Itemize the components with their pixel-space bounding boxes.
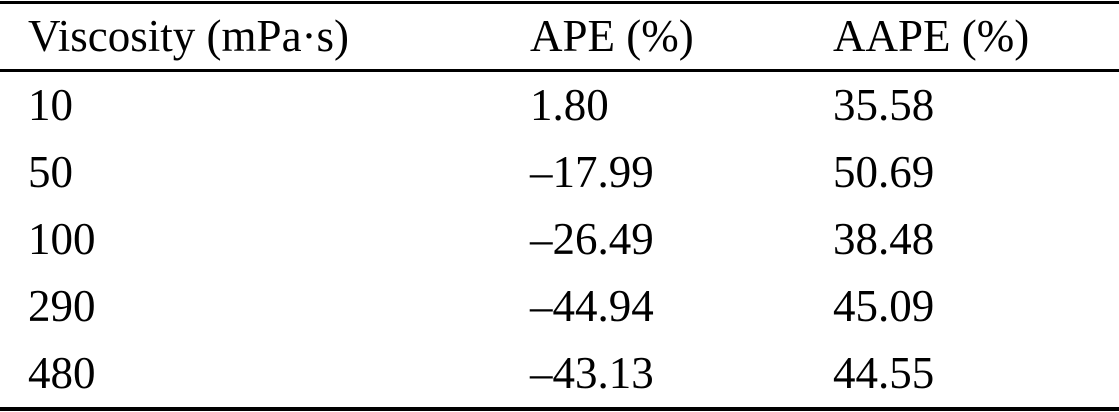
cell-viscosity: 480 — [28, 348, 96, 398]
table-row: 290 –44.94 45.09 — [0, 273, 1119, 340]
column-header-viscosity: Viscosity (mPa·s) — [0, 2, 502, 72]
column-header-ape: APE (%) — [502, 2, 805, 72]
cell-viscosity: 10 — [28, 80, 73, 130]
cell-aape: 50.69 — [833, 147, 935, 197]
cell-ape: –26.49 — [530, 214, 654, 264]
cell-aape: 44.55 — [833, 348, 935, 398]
cell-viscosity: 50 — [28, 147, 73, 197]
cell-aape: 45.09 — [833, 281, 935, 331]
table-row: 10 1.80 35.58 — [0, 71, 1119, 140]
cell-ape: –44.94 — [530, 281, 654, 331]
cell-ape: –43.13 — [530, 348, 654, 398]
cell-ape: 1.80 — [530, 80, 609, 130]
cell-viscosity: 100 — [28, 214, 96, 264]
header-row: Viscosity (mPa·s) APE (%) AAPE (%) — [0, 2, 1119, 72]
table-row: 50 –17.99 50.69 — [0, 139, 1119, 206]
cell-aape: 38.48 — [833, 214, 935, 264]
column-header-aape: AAPE (%) — [805, 2, 1119, 72]
cell-ape: –17.99 — [530, 147, 654, 197]
cell-aape: 35.58 — [833, 80, 935, 130]
table-row: 100 –26.49 38.48 — [0, 206, 1119, 273]
cell-viscosity: 290 — [28, 281, 96, 331]
table-row: 480 –43.13 44.55 — [0, 340, 1119, 409]
